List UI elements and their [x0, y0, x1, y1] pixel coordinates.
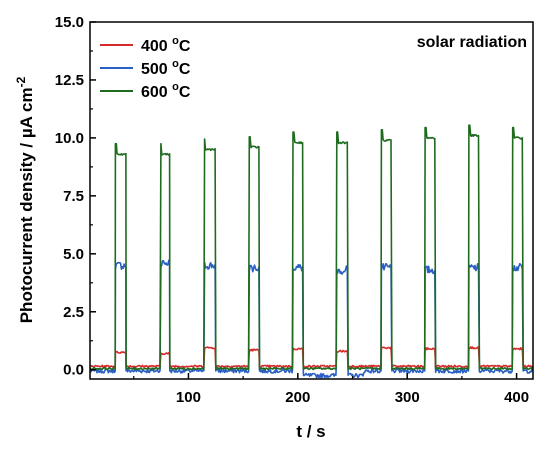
annotation-solar-radiation: solar radiation [417, 34, 527, 51]
y-tick-label: 2.5 [63, 304, 84, 321]
x-axis-title: t / s [296, 422, 325, 441]
y-tick-label: 10.0 [55, 130, 84, 147]
legend-label-600: 600 oC [141, 81, 191, 101]
y-tick-label: 12.5 [55, 72, 84, 89]
x-tick-label: 100 [176, 389, 201, 406]
series-line-500 [90, 259, 533, 379]
y-tick-label: 5.0 [63, 246, 84, 263]
y-axis-title-exp: -2 [14, 76, 28, 87]
series-line-400 [90, 345, 533, 369]
x-tick-label: 300 [395, 389, 420, 406]
y-axis-title-unit: A cm [17, 87, 36, 128]
legend-label-400: 400 oC [141, 35, 191, 55]
y-tick-label: 0.0 [63, 362, 84, 379]
series-layer [90, 124, 533, 379]
ticks-layer: 100 200 300 400 0.0 2.5 5.0 7.5 10.0 12.5 15.0 [55, 14, 529, 406]
series-line-600 [90, 124, 533, 371]
legend: 400 oC 500 oC 600 oC [100, 35, 191, 101]
legend-label-500: 500 oC [141, 58, 191, 78]
y-axis-title-main: Photocurrent density / [17, 138, 36, 323]
y-axis-title-mu: µ [17, 128, 36, 138]
y-axis-title: Photocurrent density / µA cm-2 [14, 76, 36, 323]
y-tick-label: 15.0 [55, 14, 84, 31]
y-tick-label: 7.5 [63, 188, 84, 205]
plot-frame [89, 21, 534, 380]
x-tick-label: 400 [504, 389, 529, 406]
x-tick-label: 200 [285, 389, 310, 406]
